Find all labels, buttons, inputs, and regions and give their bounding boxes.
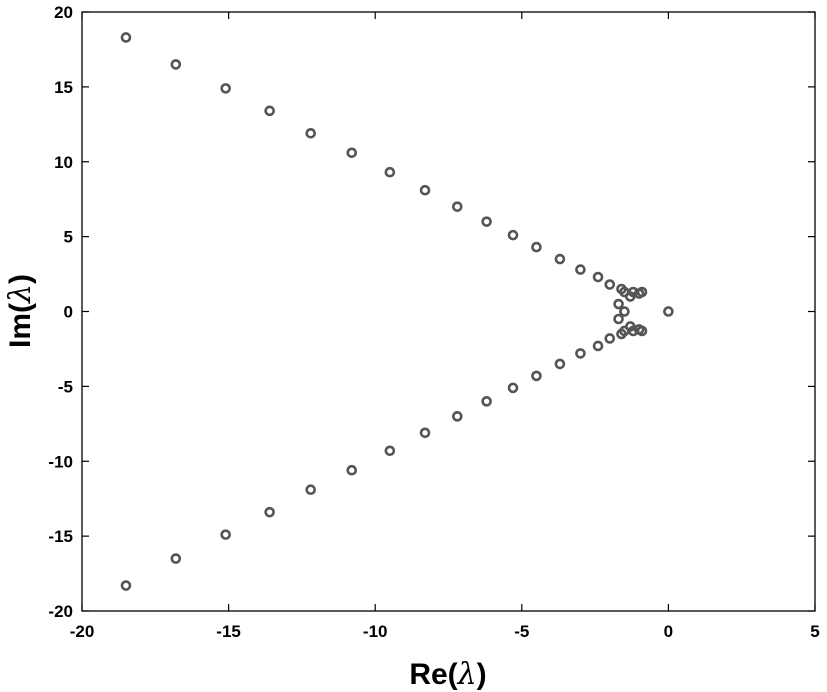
y-axis-label: Im(λ) <box>3 274 38 348</box>
data-point <box>554 358 566 370</box>
data-point <box>619 306 630 317</box>
data-point <box>170 553 182 564</box>
data-point <box>592 271 604 283</box>
data-point <box>305 484 316 496</box>
data-point <box>531 370 542 382</box>
x-tick-label: 5 <box>810 622 819 641</box>
data-point <box>507 229 519 241</box>
data-point <box>604 279 616 290</box>
data-point <box>120 580 132 591</box>
data-point <box>531 241 542 253</box>
data-point <box>575 348 586 359</box>
data-point <box>346 464 358 476</box>
data-point <box>419 184 431 196</box>
y-tick-label: -20 <box>48 602 73 621</box>
y-tick-label: 0 <box>64 303 73 322</box>
data-point <box>554 253 566 265</box>
data-point <box>264 105 275 117</box>
y-tick-label: -10 <box>48 452 73 471</box>
data-point <box>507 382 519 394</box>
data-point <box>663 306 674 317</box>
data-point <box>120 32 132 43</box>
x-axis-ticks: -20 -15 -10 -5 0 5 <box>70 12 820 641</box>
data-point <box>451 411 463 422</box>
y-tick-label: -5 <box>58 377 73 396</box>
data-point <box>633 324 645 335</box>
data-point <box>451 201 463 212</box>
data-point <box>384 166 396 178</box>
y-tick-label: 5 <box>64 228 73 247</box>
data-point <box>220 83 231 94</box>
data-point <box>346 147 358 159</box>
x-tick-label: -20 <box>70 622 95 641</box>
data-point <box>613 298 624 310</box>
x-tick-label: -15 <box>216 622 241 641</box>
data-point <box>616 328 627 340</box>
data-point <box>481 396 492 407</box>
x-tick-label: -5 <box>514 622 529 641</box>
data-point <box>613 313 624 325</box>
x-tick-label: -10 <box>363 622 388 641</box>
data-point <box>220 529 231 540</box>
y-tick-label: 10 <box>54 153 73 172</box>
data-point <box>604 333 616 344</box>
y-tick-label: 15 <box>54 78 73 97</box>
data-point <box>305 127 316 139</box>
data-point <box>170 59 182 70</box>
plot-area-frame <box>81 11 816 612</box>
x-axis-label: Re(λ) <box>409 657 486 692</box>
data-point <box>264 506 275 518</box>
x-tick-label: 0 <box>664 622 673 641</box>
data-point <box>419 427 431 439</box>
data-points <box>120 32 674 591</box>
data-point <box>636 286 648 298</box>
y-tick-label: -15 <box>48 527 73 546</box>
data-point <box>384 445 396 457</box>
data-point <box>481 216 492 227</box>
y-tick-label: 20 <box>54 3 73 22</box>
data-point <box>575 264 586 275</box>
data-point <box>592 340 604 352</box>
y-axis-ticks: -20 -15 -10 -5 0 5 10 15 20 <box>48 3 815 621</box>
